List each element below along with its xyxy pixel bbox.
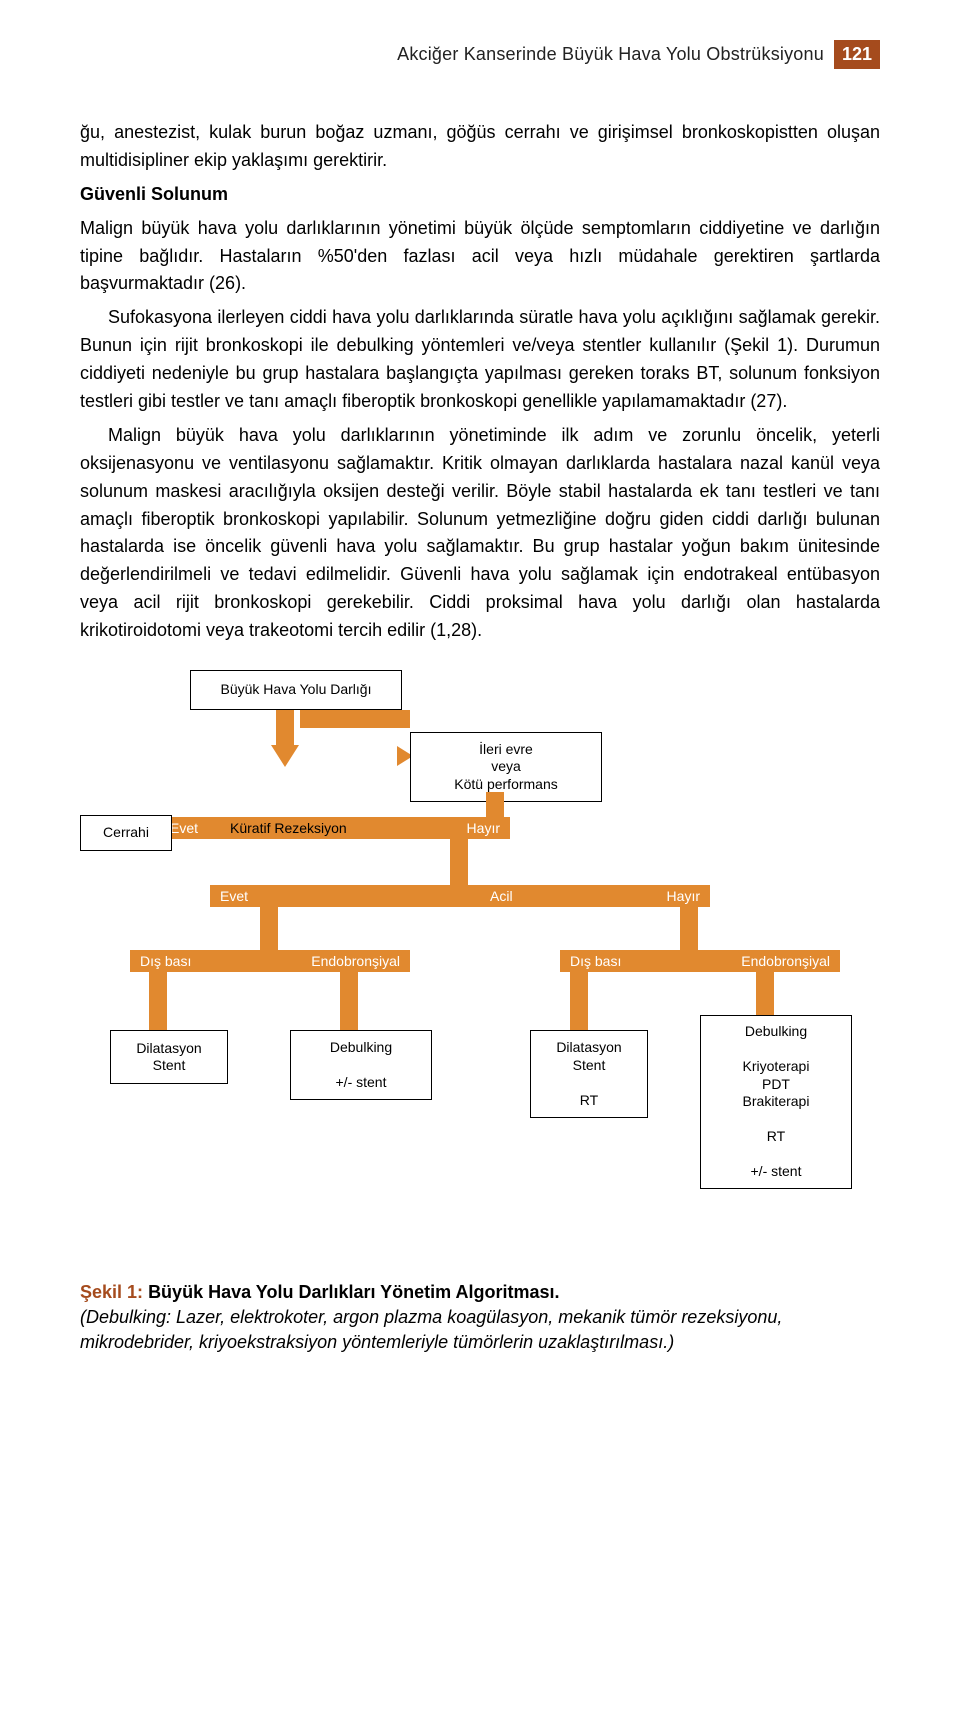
running-title: Akciğer Kanserinde Büyük Hava Yolu Obstr… (397, 44, 824, 65)
paragraph-3: Sufokasyona ilerleyen ciddi hava yolu da… (80, 304, 880, 416)
conn-leaf-1 (149, 972, 167, 1030)
bar-types-left: Dış bası Endobronşiyal (130, 950, 410, 972)
arrow-adv-to-curative (486, 792, 504, 817)
section-heading-guvenli: Güvenli Solunum (80, 181, 880, 209)
acil-evet: Evet (220, 888, 248, 904)
caption-label: Şekil 1: (80, 1282, 143, 1302)
caption-note: (Debulking: Lazer, elektrokoter, argon p… (80, 1307, 782, 1352)
running-header: Akciğer Kanserinde Büyük Hava Yolu Obstr… (80, 40, 880, 69)
types1-l: Dış bası (140, 953, 191, 969)
conn-acil-right (680, 907, 698, 950)
bar-curative: Evet Küratif Rezeksiyon Hayır (160, 817, 510, 839)
node-advanced: İleri evre veya Kötü performans (410, 732, 602, 802)
types2-l: Dış bası (570, 953, 621, 969)
types2-r: Endobronşiyal (741, 953, 830, 969)
node-debulking-1: Debulking +/- stent (290, 1030, 432, 1100)
node-dilatasyon-2: Dilatasyon Stent RT (530, 1030, 648, 1118)
conn-leaf-2 (340, 972, 358, 1030)
figure-caption: Şekil 1: Büyük Hava Yolu Darlıkları Yöne… (80, 1280, 880, 1356)
acil-hayir: Hayır (667, 888, 700, 904)
conn-acil-left (260, 907, 278, 950)
paragraph-2: Malign büyük hava yolu darlıklarının yön… (80, 215, 880, 299)
curative-mid: Küratif Rezeksiyon (230, 820, 347, 836)
flowchart: Büyük Hava Yolu Darlığı İleri evre veya … (80, 670, 880, 1250)
node-dilatasyon-1: Dilatasyon Stent (110, 1030, 228, 1084)
caption-title: Büyük Hava Yolu Darlıkları Yönetim Algor… (148, 1282, 559, 1302)
node-debulking-2: Debulking Kriyoterapi PDT Brakiterapi RT… (700, 1015, 852, 1189)
bar-acil: Evet Acil Hayır (210, 885, 710, 907)
body-text: ğu, anestezist, kulak burun boğaz uzmanı… (80, 119, 880, 645)
conn-leaf-4 (756, 972, 774, 1015)
arrow-root-to-advanced (300, 710, 410, 728)
arrow-cur-to-acil (450, 839, 468, 885)
conn-leaf-3 (570, 972, 588, 1030)
paragraph-4: Malign büyük hava yolu darlıklarının yön… (80, 422, 880, 645)
paragraph-1: ğu, anestezist, kulak burun boğaz uzmanı… (80, 119, 880, 175)
curative-hayir: Hayır (467, 820, 500, 836)
arrowhead-root (271, 745, 299, 767)
node-cerrahi: Cerrahi (80, 815, 172, 851)
bar-types-right: Dış bası Endobronşiyal (560, 950, 840, 972)
node-root: Büyük Hava Yolu Darlığı (190, 670, 402, 710)
curative-evet: Evet (170, 820, 198, 836)
page-number: 121 (834, 40, 880, 69)
arrow-root-down (276, 710, 294, 745)
acil-mid: Acil (490, 888, 513, 904)
types1-r: Endobronşiyal (311, 953, 400, 969)
